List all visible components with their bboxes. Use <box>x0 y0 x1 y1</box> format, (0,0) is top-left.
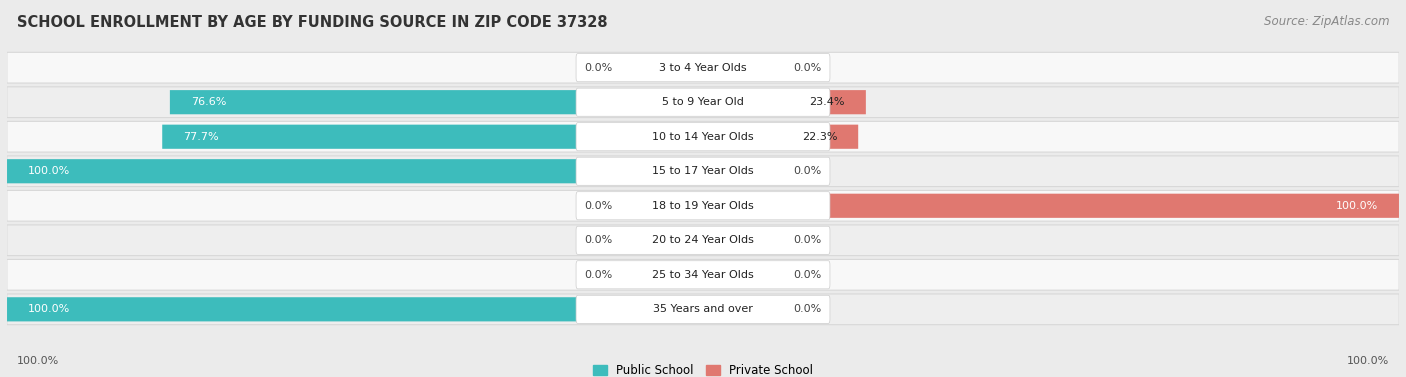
Text: 0.0%: 0.0% <box>793 270 821 280</box>
Text: 77.7%: 77.7% <box>183 132 219 142</box>
FancyBboxPatch shape <box>703 194 1399 218</box>
FancyBboxPatch shape <box>627 55 703 80</box>
Text: 0.0%: 0.0% <box>585 270 613 280</box>
Text: 25 to 34 Year Olds: 25 to 34 Year Olds <box>652 270 754 280</box>
Text: 100.0%: 100.0% <box>1336 201 1378 211</box>
FancyBboxPatch shape <box>7 87 1399 118</box>
FancyBboxPatch shape <box>576 226 830 254</box>
Text: 0.0%: 0.0% <box>793 166 821 176</box>
Text: 10 to 14 Year Olds: 10 to 14 Year Olds <box>652 132 754 142</box>
Text: 0.0%: 0.0% <box>585 201 613 211</box>
FancyBboxPatch shape <box>627 194 703 218</box>
Text: 100.0%: 100.0% <box>17 356 59 366</box>
FancyBboxPatch shape <box>7 294 1399 325</box>
FancyBboxPatch shape <box>703 55 779 80</box>
FancyBboxPatch shape <box>7 297 703 322</box>
Text: 0.0%: 0.0% <box>793 304 821 314</box>
FancyBboxPatch shape <box>703 159 779 183</box>
Text: 18 to 19 Year Olds: 18 to 19 Year Olds <box>652 201 754 211</box>
FancyBboxPatch shape <box>576 157 830 185</box>
Text: 35 Years and over: 35 Years and over <box>652 304 754 314</box>
Text: 76.6%: 76.6% <box>191 97 226 107</box>
Text: 15 to 17 Year Olds: 15 to 17 Year Olds <box>652 166 754 176</box>
FancyBboxPatch shape <box>576 261 830 289</box>
Legend: Public School, Private School: Public School, Private School <box>593 365 813 377</box>
Text: 22.3%: 22.3% <box>801 132 838 142</box>
Text: 100.0%: 100.0% <box>28 166 70 176</box>
FancyBboxPatch shape <box>7 259 1399 290</box>
Text: 20 to 24 Year Olds: 20 to 24 Year Olds <box>652 235 754 245</box>
Text: 0.0%: 0.0% <box>793 235 821 245</box>
FancyBboxPatch shape <box>7 52 1399 83</box>
FancyBboxPatch shape <box>703 125 858 149</box>
Text: 0.0%: 0.0% <box>585 63 613 73</box>
Text: 0.0%: 0.0% <box>793 63 821 73</box>
FancyBboxPatch shape <box>170 90 703 114</box>
FancyBboxPatch shape <box>162 125 703 149</box>
FancyBboxPatch shape <box>576 295 830 323</box>
FancyBboxPatch shape <box>627 263 703 287</box>
FancyBboxPatch shape <box>576 88 830 116</box>
FancyBboxPatch shape <box>576 123 830 151</box>
FancyBboxPatch shape <box>7 190 1399 221</box>
FancyBboxPatch shape <box>7 121 1399 152</box>
Text: 3 to 4 Year Olds: 3 to 4 Year Olds <box>659 63 747 73</box>
FancyBboxPatch shape <box>703 90 866 114</box>
FancyBboxPatch shape <box>576 192 830 220</box>
Text: 100.0%: 100.0% <box>28 304 70 314</box>
FancyBboxPatch shape <box>7 156 1399 187</box>
Text: 5 to 9 Year Old: 5 to 9 Year Old <box>662 97 744 107</box>
FancyBboxPatch shape <box>7 159 703 183</box>
FancyBboxPatch shape <box>576 54 830 82</box>
Text: SCHOOL ENROLLMENT BY AGE BY FUNDING SOURCE IN ZIP CODE 37328: SCHOOL ENROLLMENT BY AGE BY FUNDING SOUR… <box>17 15 607 30</box>
Text: 23.4%: 23.4% <box>810 97 845 107</box>
FancyBboxPatch shape <box>703 297 779 322</box>
FancyBboxPatch shape <box>7 225 1399 256</box>
FancyBboxPatch shape <box>703 228 779 252</box>
Text: 0.0%: 0.0% <box>585 235 613 245</box>
Text: 100.0%: 100.0% <box>1347 356 1389 366</box>
FancyBboxPatch shape <box>703 263 779 287</box>
FancyBboxPatch shape <box>627 228 703 252</box>
Text: Source: ZipAtlas.com: Source: ZipAtlas.com <box>1264 15 1389 28</box>
